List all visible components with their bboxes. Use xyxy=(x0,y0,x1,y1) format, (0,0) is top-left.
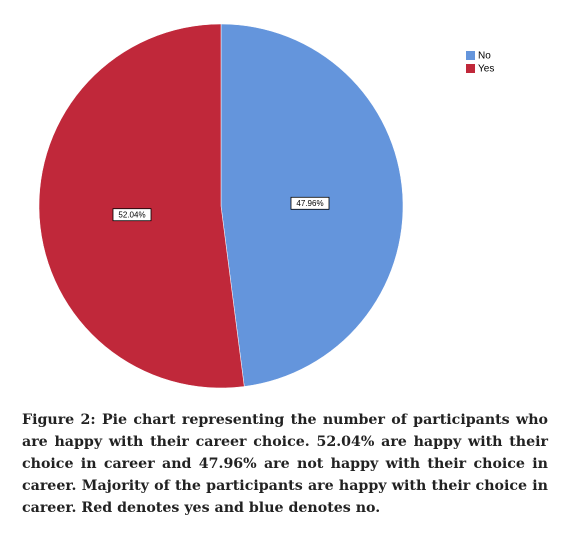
legend-label: Yes xyxy=(478,64,494,75)
data-label: 47.96% xyxy=(296,199,323,208)
legend-swatch xyxy=(466,51,475,60)
chart: 47.96% 52.04% No Yes xyxy=(38,23,494,389)
data-label: 52.04% xyxy=(118,210,145,219)
legend-swatch xyxy=(466,64,475,73)
pie-slice xyxy=(38,23,245,389)
label-box xyxy=(112,208,152,222)
caption: Figure 2: Pie chart representing the num… xyxy=(22,412,548,516)
label-box xyxy=(290,196,330,210)
legend-label: No xyxy=(478,51,491,62)
